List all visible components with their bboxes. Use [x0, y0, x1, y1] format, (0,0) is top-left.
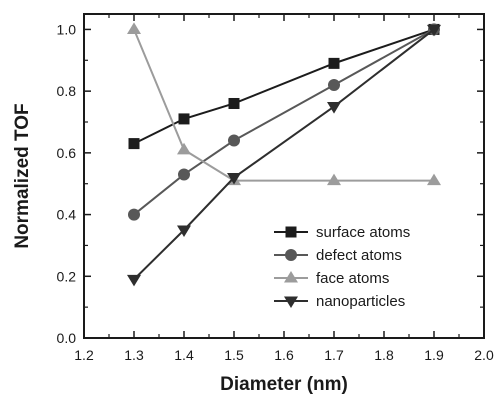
x-tick-label: 2.0 — [474, 347, 494, 363]
legend-marker-face-atoms — [284, 271, 298, 283]
x-tick-label: 1.8 — [374, 347, 394, 363]
data-point-surface-atoms — [328, 57, 340, 69]
legend-label-nanoparticles: nanoparticles — [316, 293, 405, 310]
x-tick-label: 1.2 — [74, 347, 94, 363]
series-line-nanoparticles — [133, 28, 435, 281]
data-point-face-atoms — [177, 142, 191, 155]
x-axis-ticks: 1.2 1.3 1.4 1.5 1.6 1.7 1.8 1.9 2.0 — [74, 14, 494, 363]
series-line-surface-atoms — [133, 28, 435, 145]
data-point-defect-atoms — [128, 208, 140, 221]
plot-frame — [83, 13, 485, 339]
data-point-nanoparticles — [327, 102, 341, 114]
data-point-nanoparticles — [227, 172, 241, 185]
series-line-face-atoms — [133, 29, 434, 182]
data-point-nanoparticles — [427, 24, 441, 37]
data-point-face-atoms — [327, 173, 341, 186]
y-axis-ticks: 0.0 0.2 0.4 0.6 0.8 1.0 — [57, 21, 484, 346]
x-tick-label: 1.6 — [274, 347, 294, 363]
legend-label-defect-atoms: defect atoms — [316, 247, 402, 264]
y-axis-label: Normalized TOF — [12, 103, 33, 248]
x-tick-label: 1.4 — [174, 347, 194, 363]
legend-marker-defect-atoms — [285, 249, 297, 261]
x-axis-label: Diameter (nm) — [220, 374, 348, 395]
data-point-defect-atoms — [328, 78, 340, 91]
legend-label-face-atoms: face atoms — [316, 270, 389, 287]
data-point-face-atoms — [427, 173, 441, 186]
plot-series — [127, 22, 441, 287]
legend: surface atoms defect atoms face atoms nanop… — [274, 224, 410, 310]
data-point-surface-atoms — [228, 97, 240, 109]
data-point-defect-atoms — [228, 134, 240, 147]
data-point-surface-atoms — [178, 113, 190, 125]
y-tick-label: 0.2 — [57, 268, 77, 284]
data-point-defect-atoms — [178, 168, 190, 181]
data-point-nanoparticles — [127, 274, 141, 287]
y-tick-label: 0.0 — [57, 330, 77, 346]
x-tick-label: 1.5 — [224, 347, 244, 363]
legend-marker-surface-atoms — [285, 226, 297, 238]
legend-marker-nanoparticles — [284, 296, 298, 308]
y-tick-label: 0.6 — [57, 145, 77, 161]
y-tick-label: 0.4 — [57, 207, 77, 223]
x-tick-label: 1.7 — [324, 347, 344, 363]
x-tick-label: 1.9 — [424, 347, 444, 363]
y-tick-label: 1.0 — [57, 21, 77, 37]
data-point-face-atoms — [127, 22, 141, 34]
data-point-surface-atoms — [128, 138, 140, 150]
y-tick-label: 0.8 — [57, 83, 77, 99]
legend-label-surface-atoms: surface atoms — [316, 224, 410, 241]
data-point-nanoparticles — [177, 225, 191, 237]
x-tick-label: 1.3 — [124, 347, 144, 363]
